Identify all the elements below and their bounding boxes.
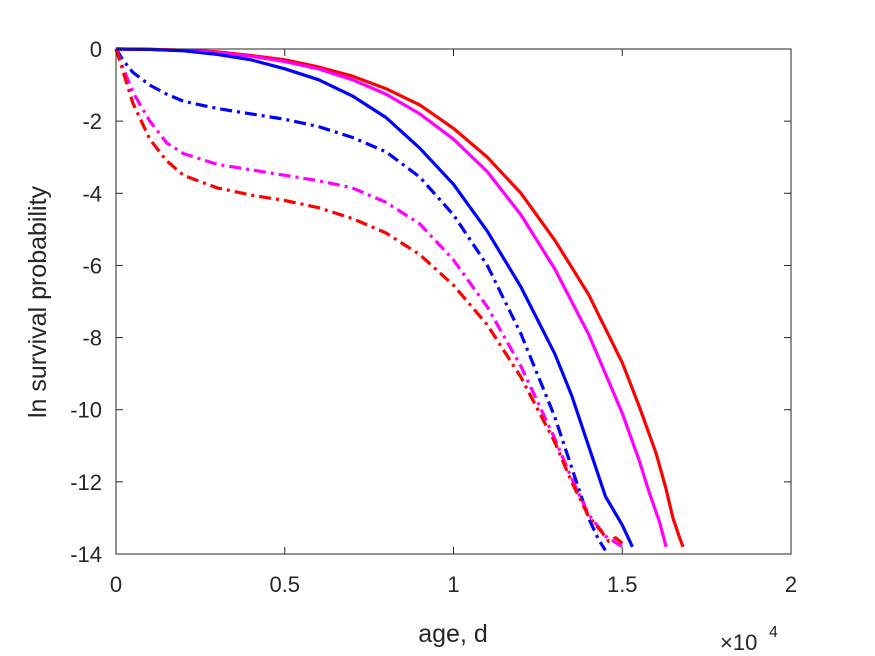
y-axis-label: ln survival probability [24, 185, 52, 418]
x-exponent-power: 4 [769, 624, 778, 641]
x-axis: 0 0.5 1 1.5 2 [110, 49, 797, 597]
series-layer [114, 47, 685, 552]
x-tick-label: 2 [785, 572, 797, 597]
y-tick-label: -12 [70, 470, 102, 495]
plot-background [116, 49, 791, 554]
x-tick-label: 1.5 [607, 572, 638, 597]
y-tick-label: -14 [70, 542, 102, 567]
series-line-2 [115, 47, 668, 548]
x-exponent-base: ×10 [720, 630, 757, 655]
x-axis-exponent: ×10 4 [720, 624, 778, 655]
x-tick-label: 0.5 [269, 572, 300, 597]
x-tick-label: 1 [447, 572, 459, 597]
y-tick-label: -10 [70, 398, 102, 423]
y-axis: 0 -2 -4 -6 -8 -10 -12 -14 [70, 37, 791, 567]
series-line-3 [115, 47, 634, 548]
y-tick-label: -2 [82, 109, 102, 134]
x-tick-label: 0 [110, 572, 122, 597]
y-tick-label: -6 [82, 253, 102, 278]
series-line-4 [114, 48, 607, 552]
y-tick-label: -4 [82, 181, 102, 206]
y-tick-label: 0 [90, 37, 102, 62]
x-axis-label: age, d [418, 620, 488, 648]
series-line-6 [114, 48, 624, 545]
y-tick-label: -8 [82, 326, 102, 351]
